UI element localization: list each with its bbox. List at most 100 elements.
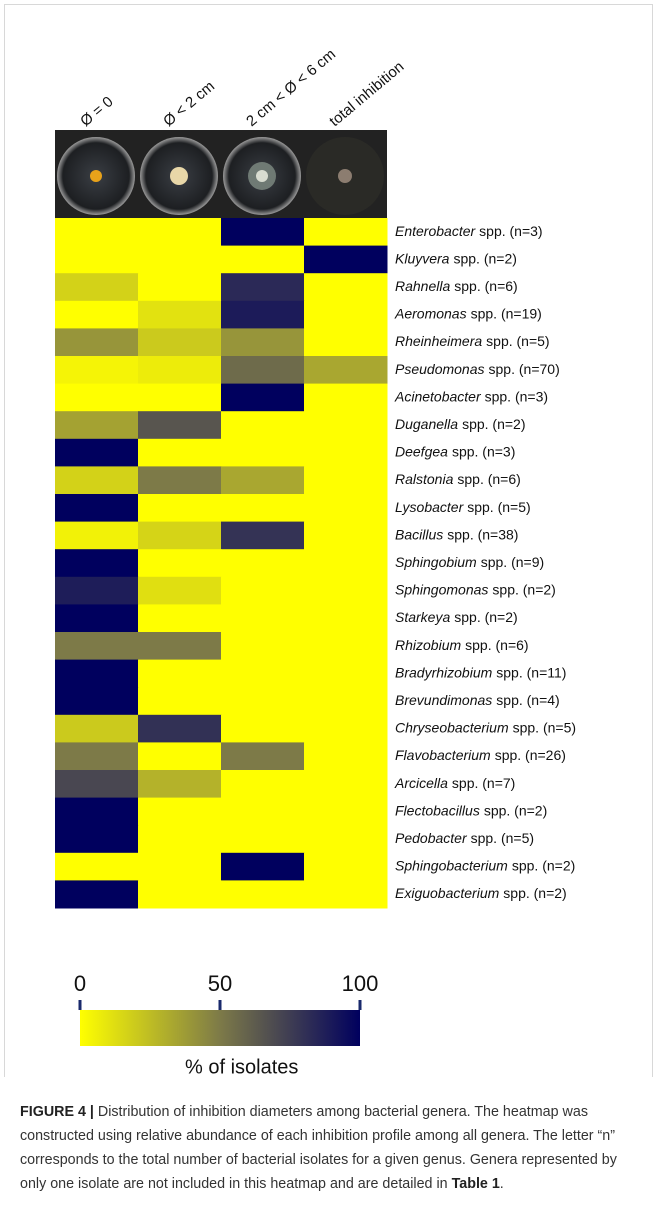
heatmap-cell: [221, 273, 305, 302]
heatmap-cell: [221, 549, 305, 578]
row-label: Rahnella spp. (n=6): [395, 278, 518, 294]
heatmap-cell: [304, 549, 388, 578]
heatmap-cell: [138, 466, 222, 495]
heatmap-cell: [55, 714, 139, 743]
heatmap-cell: [221, 356, 305, 385]
heatmap-cell: [55, 466, 139, 495]
heatmap-cell: [304, 880, 388, 909]
row-label: Sphingobacterium spp. (n=2): [395, 857, 575, 873]
heatmap-cell: [138, 576, 222, 605]
heatmap-cell: [304, 383, 388, 412]
heatmap-cell: [304, 494, 388, 523]
row-genus: Pedobacter: [395, 830, 468, 846]
column-label: Ø < 2 cm: [160, 78, 218, 130]
heatmap-cell: [304, 356, 388, 385]
heatmap-cell: [138, 549, 222, 578]
heatmap-cell: [138, 218, 222, 247]
row-label: Ralstonia spp. (n=6): [395, 471, 521, 487]
row-genus: Bacillus: [395, 526, 443, 542]
row-label: Arcicella spp. (n=7): [394, 775, 515, 791]
row-genus: Pseudomonas: [395, 361, 485, 377]
row-suffix: spp. (n=3): [485, 388, 548, 404]
heatmap-cell: [221, 687, 305, 716]
row-label: Enterobacter spp. (n=3): [395, 223, 543, 239]
heatmap-cell: [55, 880, 139, 909]
row-genus: Bradyrhizobium: [395, 664, 493, 680]
heatmap-cell: [138, 714, 222, 743]
heatmap-cell: [55, 576, 139, 605]
heatmap-cell: [138, 604, 222, 633]
row-label: Flavobacterium spp. (n=26): [395, 747, 566, 763]
row-genus: Arcicella: [394, 775, 448, 791]
heatmap-cell: [138, 521, 222, 550]
heatmap-cell: [138, 273, 222, 302]
heatmap-cell: [55, 383, 139, 412]
row-label: Sphingobium spp. (n=9): [395, 554, 544, 570]
row-label: Lysobacter spp. (n=5): [395, 499, 531, 515]
row-genus: Flavobacterium: [395, 747, 491, 763]
row-suffix: spp. (n=7): [452, 775, 515, 791]
heatmap-cell: [304, 438, 388, 467]
row-suffix: spp. (n=4): [496, 692, 559, 708]
column-label: total inhibition: [326, 58, 407, 130]
heatmap-cell: [221, 659, 305, 688]
row-suffix: spp. (n=38): [447, 526, 518, 542]
heatmap-cell: [55, 659, 139, 688]
row-label: Brevundimonas spp. (n=4): [395, 692, 560, 708]
row-suffix: spp. (n=2): [503, 885, 566, 901]
heatmap-cell: [304, 742, 388, 771]
caption-table-ref: Table 1: [451, 1176, 500, 1192]
heatmap-cell: [304, 245, 388, 274]
row-suffix: spp. (n=26): [495, 747, 566, 763]
row-label: Sphingomonas spp. (n=2): [395, 581, 556, 597]
heatmap-cell: [138, 880, 222, 909]
row-label: Pseudomonas spp. (n=70): [395, 361, 560, 377]
heatmap-cell: [304, 770, 388, 799]
heatmap-cell: [55, 273, 139, 302]
heatmap-cell: [304, 632, 388, 661]
row-suffix: spp. (n=3): [452, 443, 515, 459]
row-suffix: spp. (n=3): [479, 223, 542, 239]
row-genus: Rheinheimera: [395, 333, 482, 349]
row-suffix: spp. (n=19): [471, 305, 542, 321]
heatmap-cell: [55, 632, 139, 661]
row-suffix: spp. (n=2): [454, 609, 517, 625]
heatmap-cell: [221, 770, 305, 799]
colorbar-tick-label: 50: [208, 971, 232, 996]
row-suffix: spp. (n=6): [454, 278, 517, 294]
heatmap-cell: [138, 825, 222, 854]
heatmap-cell: [304, 218, 388, 247]
figure-frame: [4, 4, 653, 1077]
heatmap-cell: [304, 328, 388, 357]
heatmap-cell: [55, 328, 139, 357]
row-suffix: spp. (n=2): [484, 802, 547, 818]
row-suffix: spp. (n=2): [492, 581, 555, 597]
row-genus: Duganella: [395, 416, 458, 432]
heatmap-cell: [138, 356, 222, 385]
heatmap-cell: [138, 770, 222, 799]
heatmap-cell: [138, 852, 222, 881]
heatmap-cell: [55, 300, 139, 329]
heatmap-cell: [221, 576, 305, 605]
heatmap-cell: [221, 245, 305, 274]
heatmap-cell: [138, 300, 222, 329]
colony: [90, 170, 102, 182]
heatmap-cell: [221, 880, 305, 909]
heatmap-cell: [221, 825, 305, 854]
heatmap-cell: [55, 797, 139, 826]
heatmap-cell: [221, 383, 305, 412]
heatmap-cell: [55, 356, 139, 385]
heatmap-cell: [304, 521, 388, 550]
heatmap-cell: [55, 218, 139, 247]
row-label: Starkeya spp. (n=2): [395, 609, 518, 625]
heatmap-cell: [138, 328, 222, 357]
row-genus: Ralstonia: [395, 471, 454, 487]
heatmap-cell: [304, 466, 388, 495]
row-label: Aeromonas spp. (n=19): [394, 305, 542, 321]
heatmap-cell: [304, 714, 388, 743]
row-genus: Sphingobium: [395, 554, 477, 570]
row-label: Deefgea spp. (n=3): [395, 443, 515, 459]
row-suffix: spp. (n=6): [457, 471, 520, 487]
heatmap-cell: [55, 687, 139, 716]
heatmap-cell: [304, 300, 388, 329]
